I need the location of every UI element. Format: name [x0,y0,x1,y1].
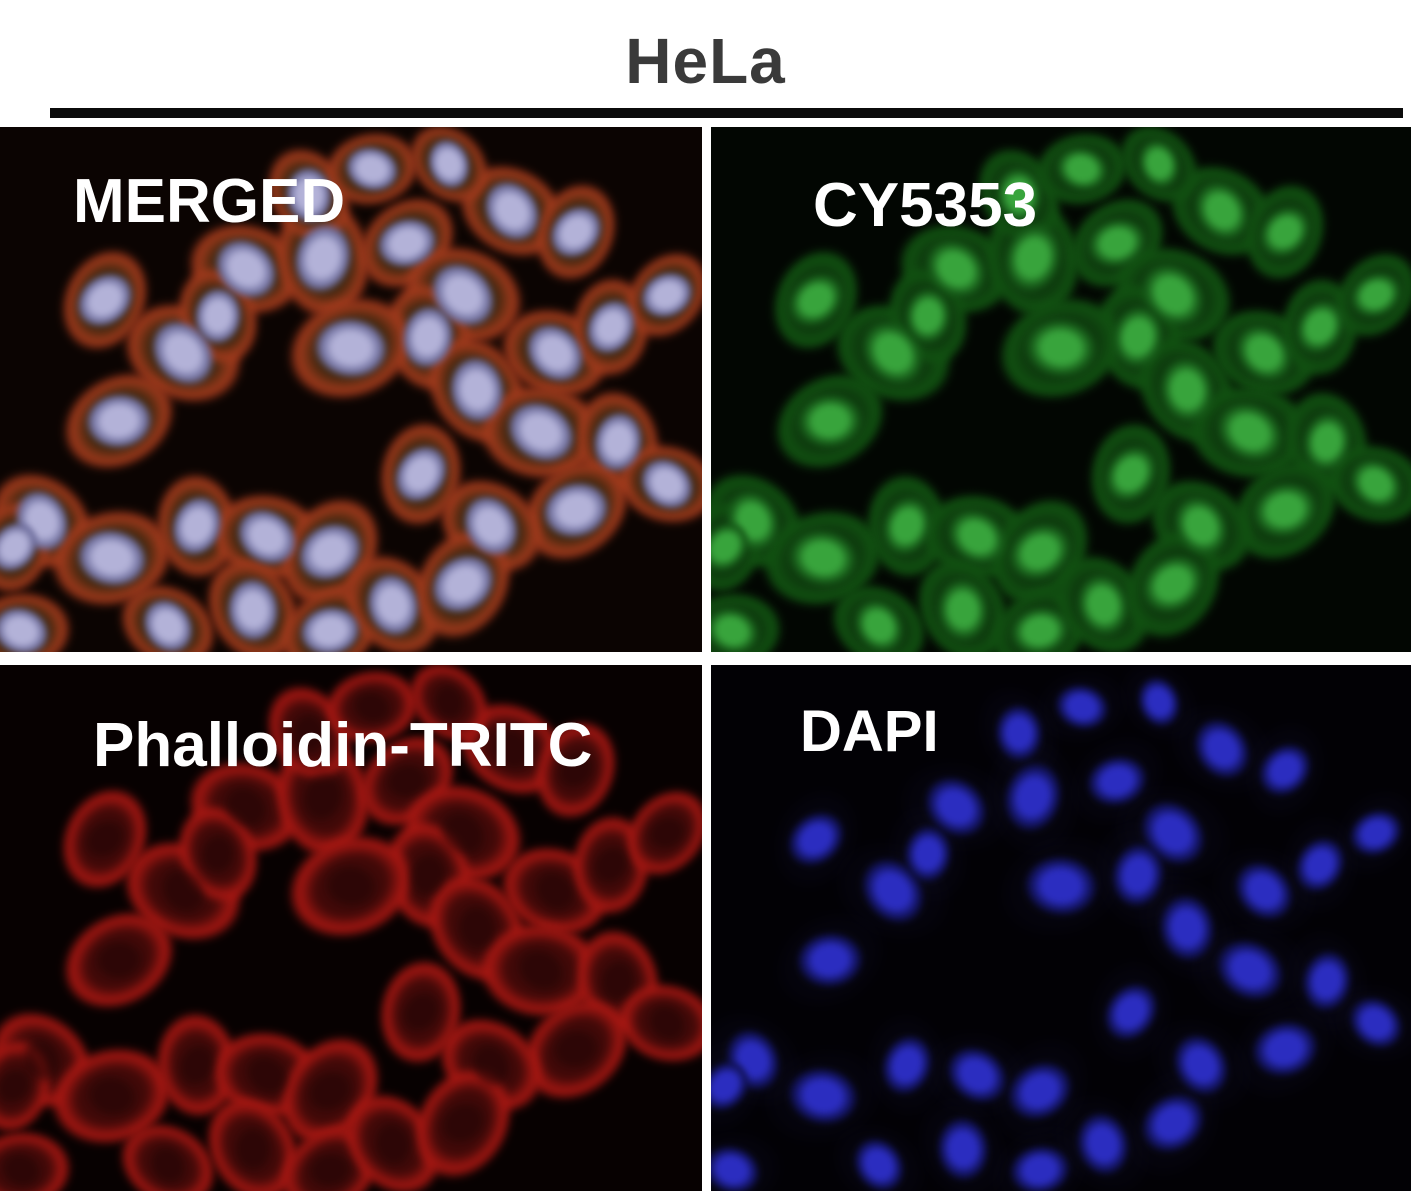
micrograph-merged [0,127,702,652]
micrograph-dapi [711,665,1411,1191]
panel-phalloidin-tritc: Phalloidin-TRITC [0,665,702,1191]
micrograph-phalloidin-tritc [0,665,702,1191]
panel-label-cy5353: CY5353 [813,171,1038,240]
panel-label-merged: MERGED [73,167,346,236]
title-underline [50,108,1403,118]
micrograph-cy5353 [711,127,1411,652]
panel-dapi: DAPI [711,665,1411,1191]
figure-title: HeLa [625,25,786,97]
panel-cy5353: CY5353 [711,127,1411,652]
panel-label-phalloidin-tritc: Phalloidin-TRITC [93,711,593,780]
panel-label-dapi: DAPI [800,699,939,764]
panel-merged: MERGED [0,127,702,652]
